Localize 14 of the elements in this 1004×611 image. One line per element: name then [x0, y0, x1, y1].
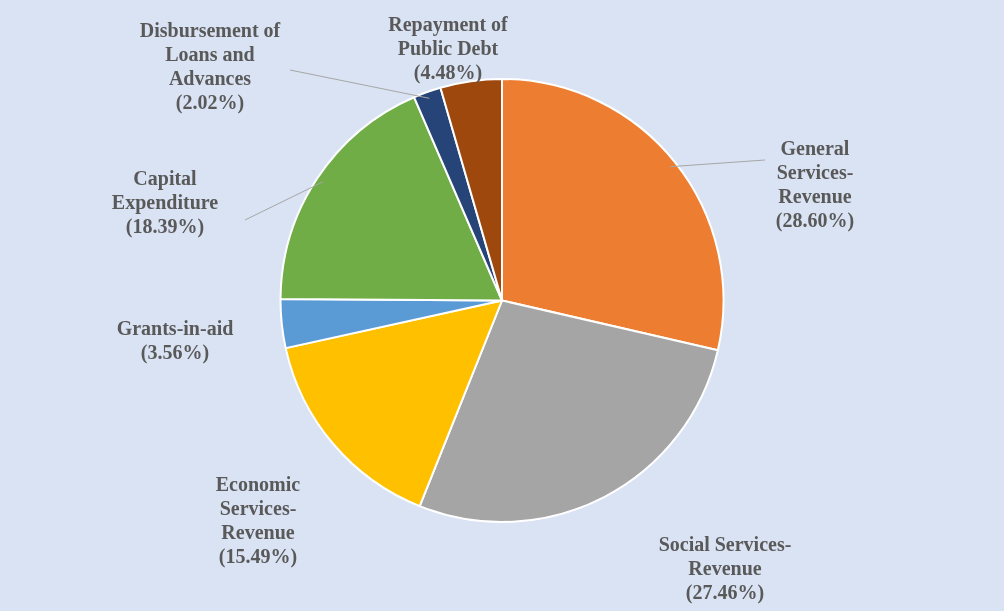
data-label: (2.02%) [175, 91, 245, 115]
slice-label: Repayment of Public Debt [388, 13, 509, 60]
data-label: (3.56%) [140, 341, 210, 365]
data-label: (15.49%) [218, 545, 298, 569]
slice-label: General Services-Revenue [776, 137, 854, 208]
data-label: (18.39%) [125, 215, 205, 239]
slice-label: Economic Services-Revenue [215, 473, 301, 544]
slice-label: Disbursement of Loans and Advances [139, 19, 281, 90]
slice-label: Grants-in-aid [116, 317, 234, 340]
slice-label: Capital Expenditure [111, 167, 219, 215]
slice-label: Social Services-Revenue [658, 533, 792, 580]
data-label: (27.46%) [685, 581, 765, 605]
data-label: (4.48%) [413, 61, 483, 85]
data-label: (28.60%) [775, 209, 855, 233]
